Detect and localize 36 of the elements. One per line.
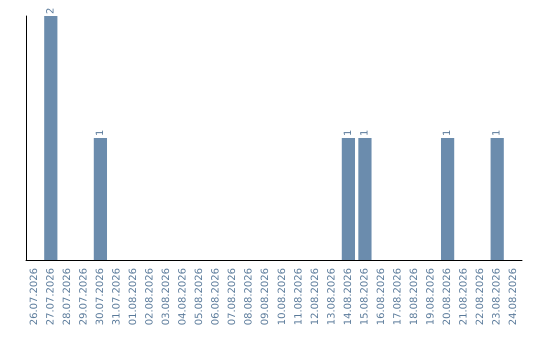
- x-tick-label: 12.08.2026: [310, 268, 321, 326]
- x-tick-label: 24.08.2026: [508, 268, 520, 326]
- x-tick-label: 13.08.2026: [326, 268, 338, 326]
- x-tick-label: 04.08.2026: [178, 268, 189, 326]
- x-tick-label: 15.08.2026: [359, 268, 370, 326]
- x-tick-label: 17.08.2026: [392, 268, 404, 326]
- x-tick-label: 16.08.2026: [376, 268, 387, 326]
- data-label: 2: [45, 8, 56, 14]
- x-tick-label: 05.08.2026: [194, 268, 206, 326]
- x-tick-label: 30.07.2026: [94, 268, 106, 326]
- x-tick-label: 21.08.2026: [458, 268, 470, 326]
- x-tick-label: 10.08.2026: [276, 268, 288, 326]
- x-tick-label: 09.08.2026: [260, 268, 272, 326]
- x-tick-label: 31.07.2026: [111, 268, 122, 326]
- x-tick-label: 14.08.2026: [342, 268, 354, 326]
- x-tick-label: 19.08.2026: [426, 268, 437, 326]
- x-tick-label: 07.08.2026: [227, 268, 238, 326]
- x-tick-label: 11.08.2026: [293, 268, 304, 326]
- x-tick-label: 08.08.2026: [244, 268, 255, 326]
- x-tick-label: 02.08.2026: [144, 268, 156, 326]
- x-tick-label: 26.07.2026: [28, 268, 40, 326]
- data-label: 1: [359, 130, 370, 136]
- data-label: 1: [342, 130, 354, 136]
- data-label: 1: [492, 130, 503, 136]
- x-tick-label: 28.07.2026: [62, 268, 73, 326]
- x-tick-label: 27.07.2026: [45, 268, 56, 326]
- x-tick-label: 29.07.2026: [78, 268, 90, 326]
- data-label: 1: [442, 130, 454, 136]
- data-label: 1: [94, 130, 106, 136]
- x-tick-label: 22.08.2026: [475, 268, 486, 326]
- x-tick-label: 18.08.2026: [409, 268, 420, 326]
- x-tick-label: 06.08.2026: [210, 268, 222, 326]
- x-tick-label: 01.08.2026: [128, 268, 139, 326]
- x-tick-label: 20.08.2026: [442, 268, 454, 326]
- x-tick-label: 03.08.2026: [161, 268, 172, 326]
- x-tick-label: 23.08.2026: [492, 268, 503, 326]
